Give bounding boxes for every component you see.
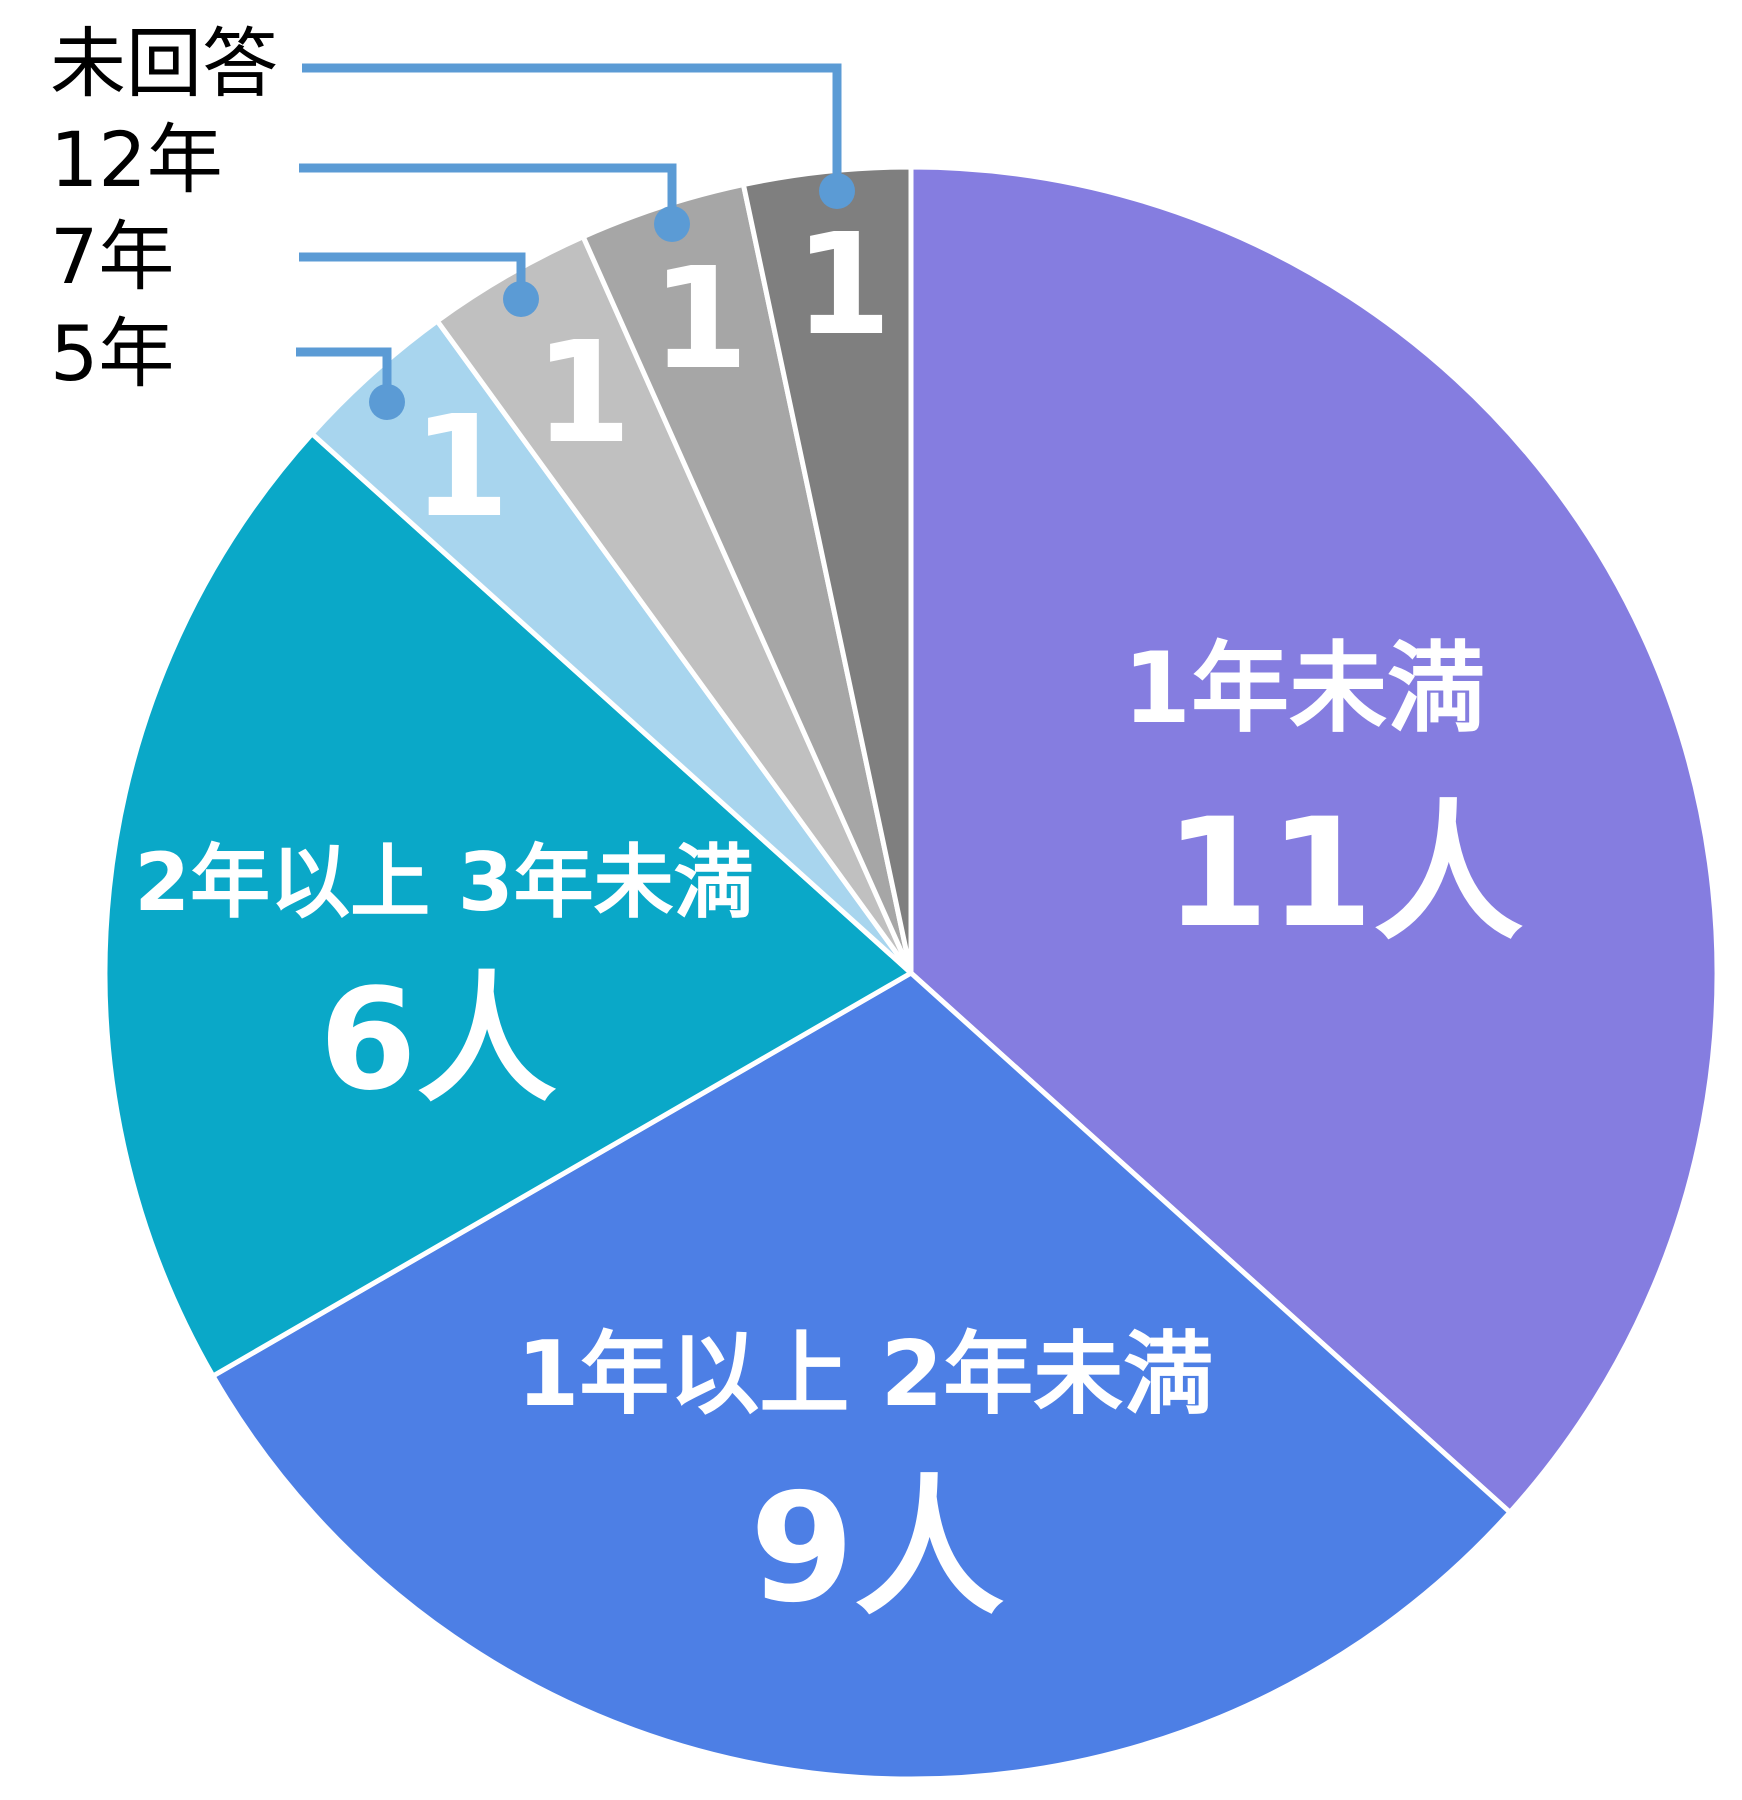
slice-label-under-1y: 1年未満 <box>1123 632 1485 746</box>
slice-value-1y-2y: 9人 <box>750 1462 1004 1636</box>
slice-value-under-1y: 11人 <box>1165 787 1524 961</box>
slice-value-7y: 1 <box>534 312 631 475</box>
slice-label-1y-2y: 1年以上 2年未満 <box>517 1322 1214 1427</box>
pie-slice-1 <box>210 970 1513 1782</box>
pie-slice-6 <box>740 164 914 976</box>
pie-slice-2 <box>102 431 914 1379</box>
leader-5y-dot <box>369 384 405 420</box>
outside-label-5y: 5年 <box>50 309 174 398</box>
slice-value-no-answer: 1 <box>794 204 891 367</box>
slice-value-12y: 1 <box>651 238 748 401</box>
leader-no-answer-line <box>302 63 842 191</box>
leader-12y-dot <box>654 206 690 242</box>
slice-value-2y-3y: 6人 <box>319 959 556 1122</box>
leader-no-answer-dot <box>819 173 855 209</box>
outside-label-7y: 7年 <box>50 212 174 301</box>
leader-12y-line <box>299 163 677 224</box>
outside-label-no-answer: 未回答 <box>50 19 278 108</box>
slice-label-2y-3y: 2年以上 3年未満 <box>134 836 753 929</box>
slice-value-5y: 1 <box>412 386 509 549</box>
outside-label-12y: 12年 <box>50 115 223 204</box>
leader-7y-dot <box>503 281 539 317</box>
pie-slice-0 <box>908 164 1720 1515</box>
